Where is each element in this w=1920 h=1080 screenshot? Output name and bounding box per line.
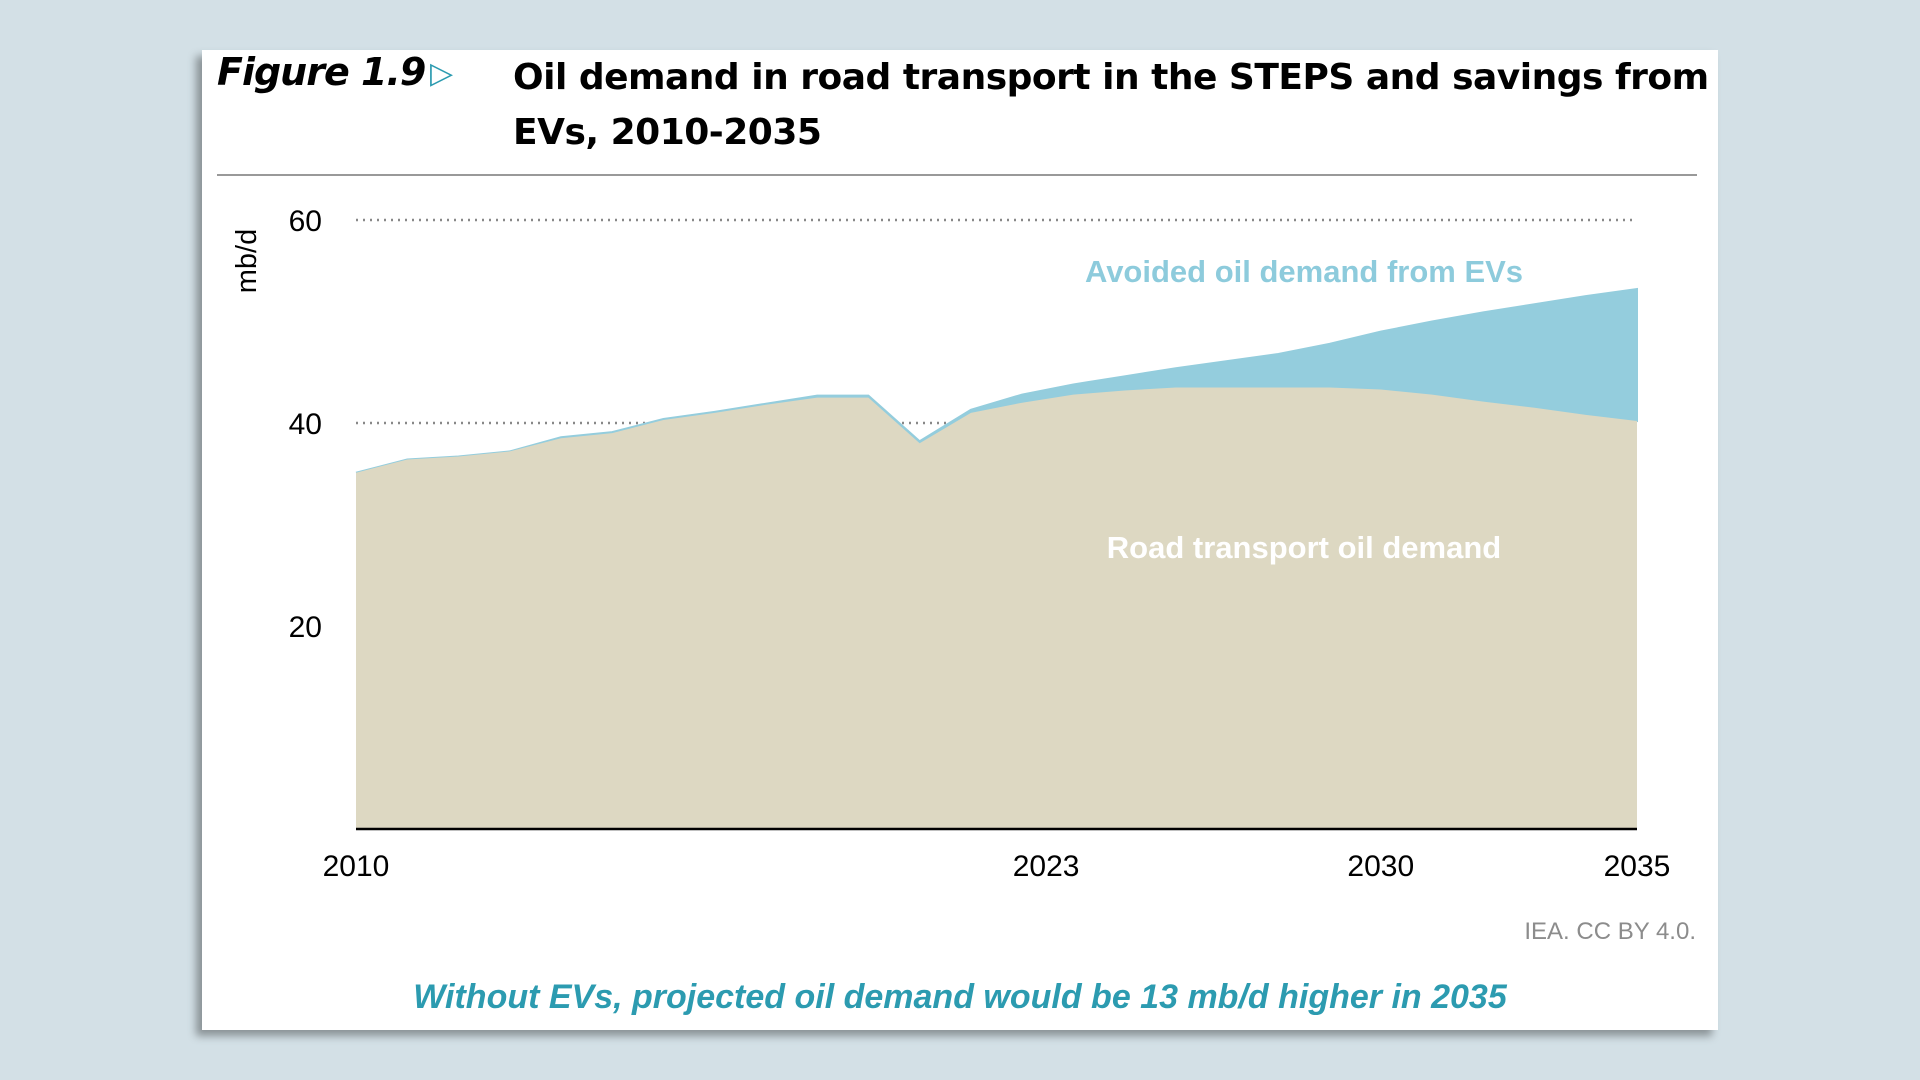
title-divider	[217, 174, 1697, 176]
triangle-right-icon: ▷	[430, 57, 454, 90]
figure-title: Oil demand in road transport in the STEP…	[513, 57, 1709, 153]
y-tick-label-60: 60	[289, 205, 322, 238]
road-demand-area	[356, 387, 1637, 829]
avoided-demand-label: Avoided oil demand from EVs	[1085, 254, 1523, 289]
figure-number: Figure 1.9	[217, 50, 426, 94]
avoided-demand-area	[355, 287, 1638, 474]
figure-card: Figure 1.9 ▷ Oil demand in road transpor…	[202, 50, 1718, 1030]
y-tick-label-40: 40	[289, 408, 322, 441]
area-chart: 20 40 60 2010 2023 2030 2035 mb/d Avoided oil de…	[231, 205, 1671, 883]
y-axis-label: mb/d	[231, 229, 263, 293]
source-credit: IEA. CC BY 4.0.	[1524, 918, 1696, 945]
x-tick-label-2035: 2035	[1604, 850, 1671, 883]
road-demand-label: Road transport oil demand	[1107, 530, 1501, 565]
x-tick-label-2030: 2030	[1347, 850, 1414, 883]
y-tick-label-20: 20	[289, 611, 322, 644]
x-tick-label-2010: 2010	[323, 850, 390, 883]
x-tick-label-2023: 2023	[1013, 850, 1080, 883]
figure-footnote: Without EVs, projected oil demand would …	[413, 978, 1507, 1016]
